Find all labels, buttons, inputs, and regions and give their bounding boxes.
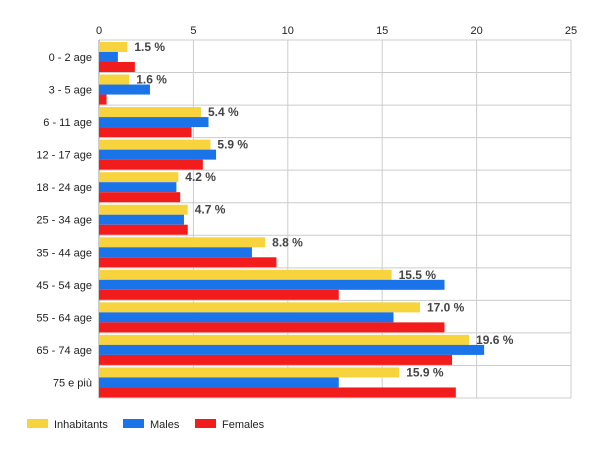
bar-males-7 [99,279,445,290]
category-label: 45 - 54 age [36,280,92,292]
bar-females-2 [99,127,192,138]
bar-inhabitants-7 [99,269,392,280]
bar-inhabitants-0 [99,42,128,52]
x-tick-label: 15 [376,25,388,37]
category-label: 12 - 17 age [36,150,92,162]
bar-females-3 [99,159,203,170]
bar-males-5 [99,214,184,225]
data-label: 15.5 % [399,268,437,282]
bar-females-8 [99,322,445,333]
bar-males-4 [99,182,177,193]
category-labels: 0 - 2 age 3 - 5 age 6 - 11 age 12 - 17 age 1… [36,52,92,389]
bar-males-3 [99,149,217,160]
legend-label-inhabitants: Inhabitants [54,419,108,431]
x-tick-label: 0 [96,25,102,37]
data-label: 15.9 % [406,365,444,379]
bar-males-8 [99,312,394,323]
grid-lines [98,39,572,399]
bars [99,42,485,398]
category-label: 75 e più [53,377,92,389]
data-label: 19.6 % [476,333,514,347]
legend: Inhabitants Males Females [27,419,265,431]
bar-males-2 [99,117,209,128]
bar-males-1 [99,84,150,95]
bar-females-9 [99,354,453,365]
data-label: 5.4 % [208,105,239,119]
bar-inhabitants-2 [99,107,201,118]
x-axis-ticks: 0 5 10 15 20 25 [96,25,577,37]
data-label: 4.7 % [195,203,226,217]
bar-inhabitants-4 [99,172,179,183]
bar-females-7 [99,289,339,300]
legend-swatch-females [195,419,216,428]
x-tick-label: 10 [282,25,294,37]
bar-males-0 [99,52,118,62]
bar-females-0 [99,62,135,72]
category-label: 35 - 44 age [36,247,92,259]
bar-females-5 [99,224,188,235]
bar-inhabitants-1 [99,74,130,85]
bar-females-10 [99,387,456,398]
bar-inhabitants-3 [99,139,211,150]
category-label: 55 - 64 age [36,312,92,324]
x-tick-label: 25 [565,25,577,37]
legend-swatch-inhabitants [27,419,48,428]
category-label: 25 - 34 age [36,215,92,227]
data-label: 1.6 % [136,73,167,87]
legend-label-males: Males [150,419,180,431]
category-label: 6 - 11 age [43,117,92,129]
category-label: 18 - 24 age [36,182,92,194]
bar-inhabitants-6 [99,237,266,248]
legend-label-females: Females [222,419,265,431]
category-label: 0 - 2 age [49,52,92,64]
bar-inhabitants-5 [99,204,188,215]
x-tick-label: 20 [470,25,482,37]
data-label: 1.5 % [134,40,165,54]
bar-females-6 [99,257,277,268]
bar-males-6 [99,247,252,258]
bar-females-4 [99,192,181,203]
bar-males-9 [99,344,485,355]
x-tick-label: 5 [190,25,196,37]
bar-males-10 [99,377,339,388]
bar-inhabitants-9 [99,334,470,345]
data-label: 5.9 % [217,138,248,152]
category-label: 65 - 74 age [36,345,92,357]
bar-females-1 [99,94,107,105]
category-label: 3 - 5 age [49,85,92,97]
data-label: 4.2 % [185,170,216,184]
bar-inhabitants-8 [99,302,420,313]
legend-swatch-males [123,419,144,428]
data-labels: 1.5 % 1.6 % 5.4 % 5.9 % 4.2 % 4.7 % 8.8 % 15.5 … [134,40,513,379]
bar-inhabitants-10 [99,367,400,378]
data-label: 17.0 % [427,300,465,314]
data-label: 8.8 % [272,235,303,249]
